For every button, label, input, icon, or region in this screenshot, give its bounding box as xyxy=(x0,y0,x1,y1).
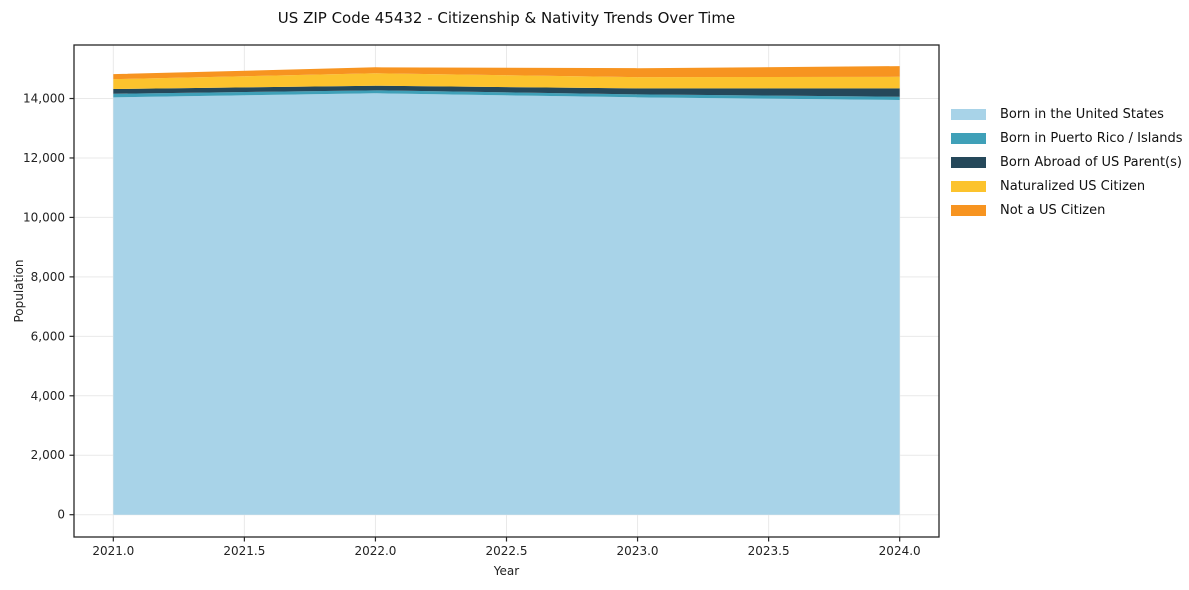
x-tick-label: 2022.5 xyxy=(486,544,528,558)
y-tick-label: 4,000 xyxy=(31,389,65,403)
y-tick-label: 0 xyxy=(57,508,65,522)
legend-label: Born Abroad of US Parent(s) xyxy=(1000,154,1182,170)
x-tick-label: 2023.0 xyxy=(617,544,659,558)
y-axis-label: Population xyxy=(12,259,26,323)
legend-item: Born Abroad of US Parent(s) xyxy=(951,150,1183,174)
area-series-naturalized-us-citizen xyxy=(113,73,900,89)
legend-item: Born in Puerto Rico / Islands xyxy=(951,126,1183,150)
chart-title: US ZIP Code 45432 - Citizenship & Nativi… xyxy=(277,9,736,27)
y-tick-label: 8,000 xyxy=(31,270,65,284)
legend-label: Naturalized US Citizen xyxy=(1000,178,1146,194)
legend-item: Not a US Citizen xyxy=(951,198,1183,222)
legend-swatch-icon xyxy=(951,204,986,216)
legend-swatch-icon xyxy=(951,156,986,168)
x-tick-label: 2023.5 xyxy=(748,544,790,558)
legend-swatch-icon xyxy=(951,108,986,120)
legend-label: Not a US Citizen xyxy=(1000,202,1106,218)
legend-item: Naturalized US Citizen xyxy=(951,174,1183,198)
x-tick-label: 2021.5 xyxy=(223,544,265,558)
legend-label: Born in the United States xyxy=(1000,106,1164,122)
x-tick-label: 2021.0 xyxy=(92,544,134,558)
legend-swatch-icon xyxy=(951,132,986,144)
area-series-born-abroad-of-us-parent-s- xyxy=(113,85,900,97)
legend-swatch-icon xyxy=(951,180,986,192)
area-series-born-in-the-united-states xyxy=(113,93,900,515)
x-axis-label: Year xyxy=(493,564,520,578)
area-series-not-a-us-citizen xyxy=(113,66,900,80)
x-tick-label: 2024.0 xyxy=(879,544,921,558)
y-tick-label: 10,000 xyxy=(23,210,65,224)
y-tick-label: 2,000 xyxy=(31,448,65,462)
area-series-born-in-puerto-rico-islands xyxy=(113,90,900,100)
legend-item: Born in the United States xyxy=(951,102,1183,126)
y-tick-label: 14,000 xyxy=(23,92,65,106)
y-tick-label: 12,000 xyxy=(23,151,65,165)
legend: Born in the United States Born in Puerto … xyxy=(951,102,1183,222)
x-tick-label: 2022.0 xyxy=(354,544,396,558)
y-tick-label: 6,000 xyxy=(31,329,65,343)
legend-label: Born in Puerto Rico / Islands xyxy=(1000,130,1183,146)
